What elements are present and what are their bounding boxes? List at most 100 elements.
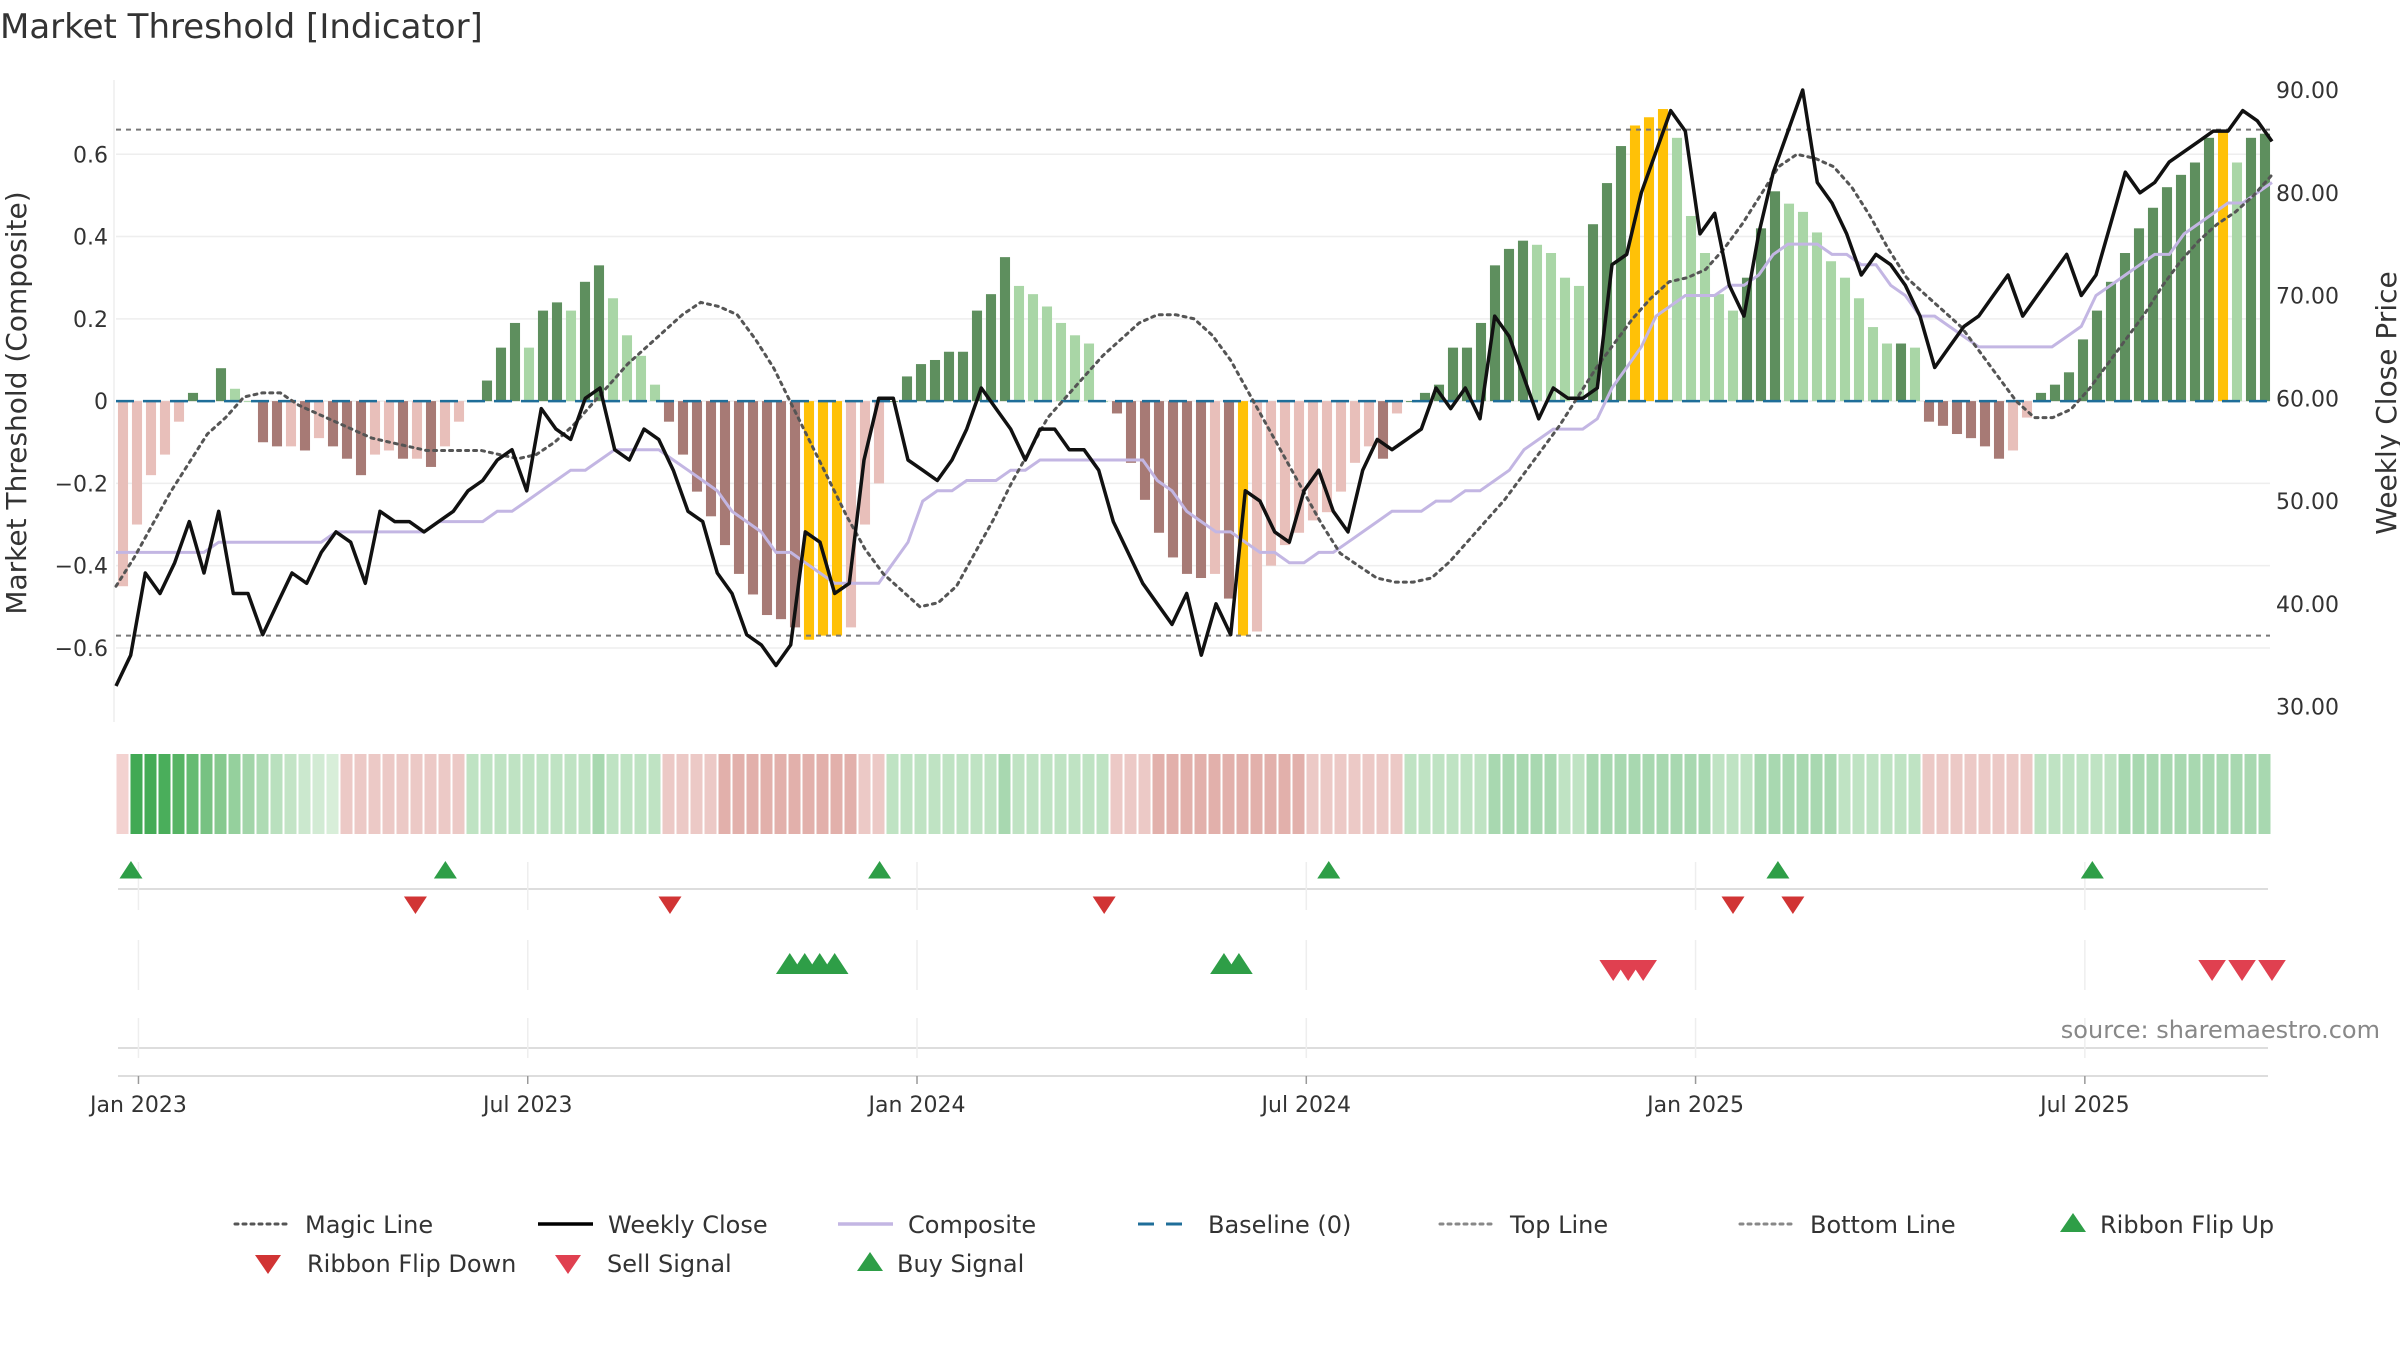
composite-bar [873, 401, 885, 484]
ribbon-cell [1432, 754, 1445, 834]
ribbon-cell [1348, 754, 1361, 834]
composite-bar [1041, 306, 1053, 402]
ribbon-cell [270, 754, 283, 834]
composite-bar [1629, 125, 1641, 402]
ribbon-cell [1586, 754, 1599, 834]
ribbon-cell [130, 754, 143, 834]
ribbon-cell [536, 754, 549, 834]
weekly-close-line [114, 88, 2274, 687]
composite-bar [2231, 162, 2243, 402]
left-axis-ticks: 0.6 0.4 0.2 0 −0.2 −0.4 −0.6 [55, 143, 108, 662]
ribbon-cell [2160, 754, 2173, 834]
composite-bar [2091, 310, 2103, 402]
ribbon-cell [424, 754, 437, 834]
ribbon-flip-up-marker [1317, 861, 1341, 879]
composite-bar [1349, 401, 1361, 463]
ribbon-cell [1614, 754, 1627, 834]
ribbon-cell [1950, 754, 1963, 834]
legend-item: Magic Line [233, 1211, 433, 1239]
composite-bar [1055, 322, 1067, 402]
ribbon-cell [1054, 754, 1067, 834]
composite-line [116, 181, 2273, 585]
composite-bar [1867, 327, 1879, 402]
ribbon-cell [760, 754, 773, 834]
legend-label: Bottom Line [1810, 1211, 1956, 1239]
ribbon-cell [1012, 754, 1025, 834]
ribbon-cell [592, 754, 605, 834]
ribbon-cell [1908, 754, 1921, 834]
legend-item: Bottom Line [1738, 1211, 1956, 1239]
ribbon-cell [228, 754, 241, 834]
ribbon-cell [2174, 754, 2187, 834]
composite-bar [425, 401, 437, 467]
x-tick-label: Jul 2023 [481, 1093, 573, 1118]
ribbon-cell [830, 754, 843, 834]
ribbon-cell [2188, 754, 2201, 834]
legend: Magic Line Weekly Close Composite Baseline … [233, 1211, 2274, 1278]
composite-bar [187, 392, 199, 402]
composite-bar [1209, 401, 1221, 574]
composite-bar [1923, 401, 1935, 422]
ribbon-cell [1558, 754, 1571, 834]
ribbon-flip-down-marker [403, 896, 427, 914]
ribbon-cell [494, 754, 507, 834]
composite-bar [1251, 401, 1263, 632]
ribbon-cell [928, 754, 941, 834]
composite-bar [1979, 401, 1991, 447]
ribbon-cell [340, 754, 353, 834]
ribbon-cell [1194, 754, 1207, 834]
left-tick-label: −0.6 [55, 637, 108, 662]
ribbon-cell [1712, 754, 1725, 834]
composite-bar [159, 401, 171, 455]
composite-bar [1013, 285, 1025, 402]
legend-item: Ribbon Flip Up [2060, 1211, 2274, 1239]
ribbon-cell [1040, 754, 1053, 834]
composite-bar [579, 281, 591, 402]
ribbon-flip-up-marker [119, 861, 143, 879]
ribbon-cell [1782, 754, 1795, 834]
left-tick-label: 0 [94, 390, 108, 415]
ribbon-cell [1166, 754, 1179, 834]
ribbon-cell [2104, 754, 2117, 834]
ribbon-cell [718, 754, 731, 834]
ribbon-cell [256, 754, 269, 834]
composite-bar [1223, 401, 1235, 599]
composite-bar [635, 355, 647, 402]
chart-title: Market Threshold [Indicator] [0, 7, 483, 47]
composite-bar [789, 401, 801, 628]
composite-bar [1727, 310, 1739, 402]
ribbon-cell [690, 754, 703, 834]
ribbon-cell [2244, 754, 2257, 834]
legend-label: Composite [908, 1211, 1036, 1239]
composite-bar [747, 401, 759, 595]
ribbon-cell [1866, 754, 1879, 834]
composite-bar [1307, 401, 1319, 521]
left-tick-label: −0.2 [55, 472, 108, 497]
composite-bar [1503, 248, 1515, 402]
ribbon-cell [2146, 754, 2159, 834]
ribbon-cell [998, 754, 1011, 834]
ribbon-cell [200, 754, 213, 834]
composite-bar [1321, 401, 1333, 513]
ribbon-cell [1278, 754, 1291, 834]
composite-bar [1769, 191, 1781, 402]
sell-signal-marker [2198, 960, 2226, 981]
ribbon-cell [704, 754, 717, 834]
ribbon-cell [634, 754, 647, 834]
composite-bar [2007, 401, 2019, 451]
ribbon-cell [1922, 754, 1935, 834]
ribbon-cell [788, 754, 801, 834]
composite-bar [1335, 401, 1347, 492]
ribbon-cell [816, 754, 829, 834]
ribbon-flip-down-marker [1781, 896, 1805, 914]
ribbon-flip-down-marker [1092, 896, 1116, 914]
ribbon-cell [214, 754, 227, 834]
legend-item: Buy Signal [857, 1250, 1024, 1278]
legend-item: Baseline (0) [1138, 1211, 1351, 1239]
legend-label: Baseline (0) [1208, 1211, 1351, 1239]
composite-bar [1895, 343, 1907, 402]
ribbon-cell [550, 754, 563, 834]
composite-bar [943, 351, 955, 402]
composite-bar [607, 298, 619, 402]
